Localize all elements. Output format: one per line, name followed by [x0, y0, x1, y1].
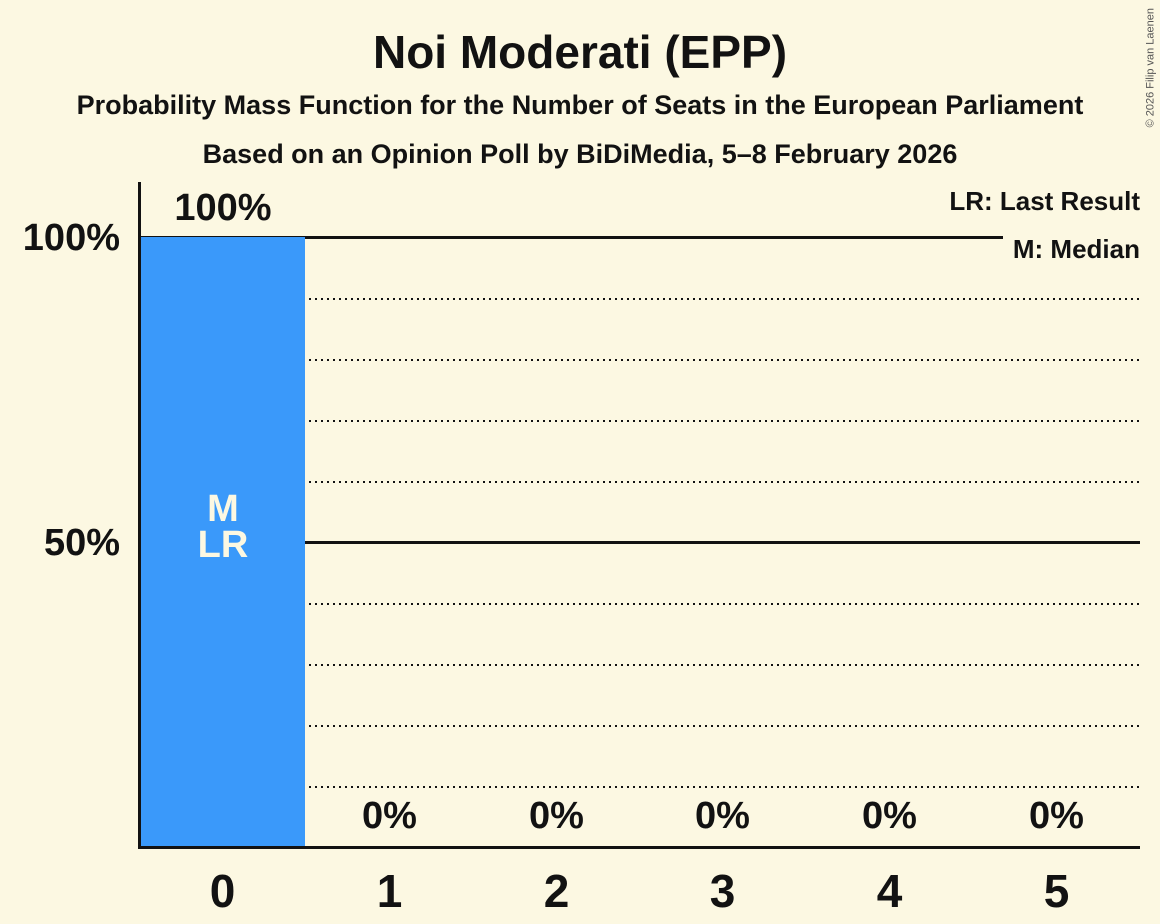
- gridline-90pct: [141, 298, 1140, 300]
- chart-poll-source: Based on an Opinion Poll by BiDiMedia, 5…: [202, 139, 958, 169]
- bar-median-lastresult-markers: M LR: [141, 488, 305, 566]
- bar-value-label-5-seats: 0%: [1029, 795, 1084, 837]
- x-tick-label-0: 0: [209, 865, 236, 917]
- bar-value-label-1-seat: 0%: [362, 795, 417, 837]
- chart-title: Noi Moderati (EPP): [372, 26, 788, 78]
- gridline-40pct: [141, 603, 1140, 605]
- bar-value-label-2-seats: 0%: [529, 795, 584, 837]
- bar-value-label-3-seats: 0%: [695, 795, 750, 837]
- y-tick-label-100: 100%: [22, 217, 120, 259]
- gridline-70pct: [141, 420, 1140, 422]
- median-marker: M: [207, 488, 239, 530]
- probability-bar-0-seats: [141, 237, 305, 846]
- copyright-notice: © 2026 Filip van Laenen: [1144, 8, 1156, 128]
- gridline-30pct: [141, 664, 1140, 666]
- y-tick-label-50: 50%: [43, 522, 120, 564]
- gridline-80pct: [141, 359, 1140, 361]
- x-tick-label-3: 3: [709, 865, 736, 917]
- bar-value-label-0-seats: 100%: [174, 187, 272, 229]
- x-tick-label-5: 5: [1043, 865, 1070, 917]
- gridline-50pct: [141, 541, 1140, 544]
- gridline-100pct: [141, 236, 1140, 239]
- bar-value-label-4-seats: 0%: [862, 795, 917, 837]
- x-tick-label-1: 1: [376, 865, 403, 917]
- x-tick-label-4: 4: [876, 865, 903, 917]
- chart-subtitle: Probability Mass Function for the Number…: [76, 90, 1084, 120]
- gridline-20pct: [141, 725, 1140, 727]
- legend-median: M: Median: [1002, 234, 1140, 264]
- x-tick-label-2: 2: [543, 865, 570, 917]
- last-result-marker: LR: [197, 524, 249, 566]
- gridline-10pct: [141, 786, 1140, 788]
- legend-last-result: LR: Last Result: [949, 186, 1140, 216]
- y-axis-line: [138, 182, 141, 849]
- gridline-60pct: [141, 481, 1140, 483]
- x-axis-line: [138, 846, 1140, 849]
